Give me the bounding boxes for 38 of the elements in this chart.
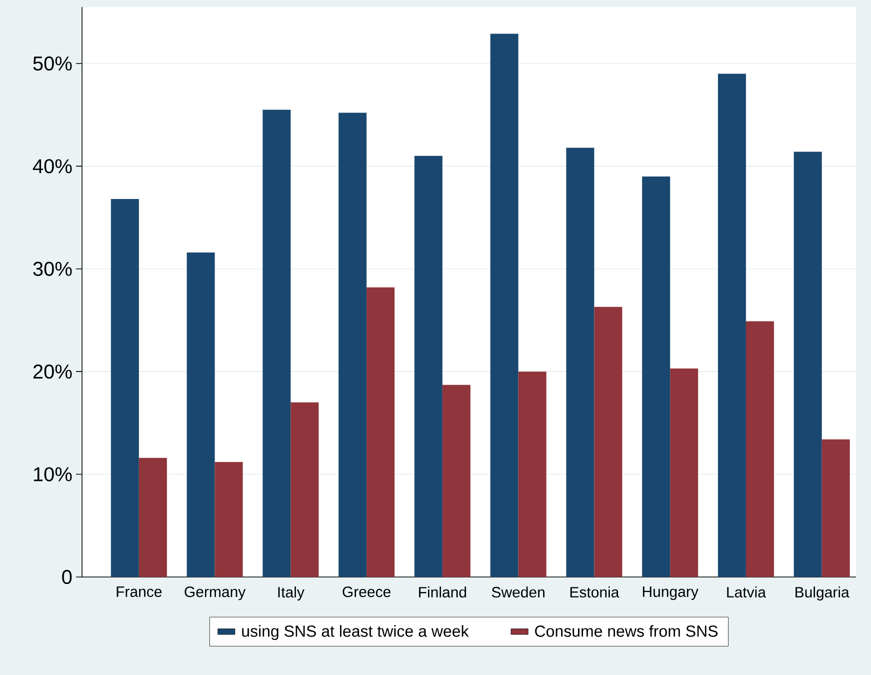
bar bbox=[186, 252, 215, 577]
legend-label: Consume news from SNS bbox=[535, 625, 718, 637]
x-tick-label: Bulgaria bbox=[796, 586, 850, 600]
y-tick-label: 0 bbox=[62, 570, 72, 584]
bar bbox=[718, 74, 746, 577]
bar bbox=[214, 462, 243, 577]
bar bbox=[262, 110, 291, 577]
bar bbox=[338, 112, 367, 577]
y-tick-label: 40% bbox=[32, 159, 72, 174]
bar bbox=[442, 384, 470, 577]
bar bbox=[138, 458, 167, 577]
x-tick-label: Estonia bbox=[570, 586, 620, 598]
x-tick-label: Italy bbox=[278, 586, 304, 600]
bar bbox=[414, 156, 442, 577]
x-tick-label: Finland bbox=[419, 586, 466, 598]
bar bbox=[290, 402, 319, 577]
x-tick-label: France bbox=[116, 586, 162, 597]
bar bbox=[822, 439, 850, 577]
y-tick-label: 30% bbox=[33, 262, 72, 276]
x-tick-label: Greece bbox=[342, 586, 390, 598]
y-tick-label: 50% bbox=[33, 56, 72, 71]
bar bbox=[670, 368, 698, 577]
bar bbox=[518, 372, 546, 577]
bar bbox=[566, 148, 594, 577]
y-tick-label: 10% bbox=[34, 467, 72, 482]
bar bbox=[594, 306, 622, 577]
bar bbox=[794, 152, 822, 577]
y-tick-label: 20% bbox=[33, 364, 72, 379]
bar bbox=[490, 34, 518, 577]
bar bbox=[366, 287, 395, 577]
x-tick-label: Latvia bbox=[727, 586, 766, 598]
bar bbox=[642, 176, 670, 577]
x-tick-label: Sweden bbox=[492, 586, 544, 598]
x-tick-label: Hungary bbox=[642, 586, 698, 600]
legend-label: using SNS at least twice a week bbox=[242, 625, 469, 640]
bar bbox=[110, 199, 139, 577]
bar bbox=[746, 321, 774, 577]
x-tick-label: Germany bbox=[184, 586, 246, 600]
